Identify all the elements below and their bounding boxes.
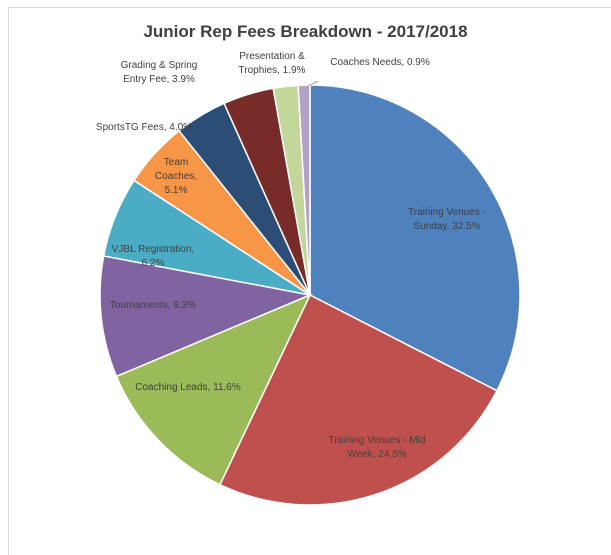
chart-title: Junior Rep Fees Breakdown - 2017/2018 [143, 22, 468, 41]
slice-label: VJBL Registration, 6.2% [112, 244, 194, 269]
slice-label: Coaches Needs, 0.9% [330, 57, 430, 68]
slice-label: Tournaments, 9.3% [110, 300, 196, 311]
leader-line [307, 80, 319, 87]
pie-slice [115, 293, 312, 486]
slice-label: Coaching Leads, 11.6% [135, 382, 241, 393]
pie-slice [309, 84, 521, 392]
slice-label: Team Coaches, 5.1% [155, 157, 197, 196]
pie-slice [99, 255, 313, 378]
slice-label: Grading & Spring Entry Fee, 3.9% [121, 60, 198, 85]
slice-label: Presentation & Trophies, 1.9% [239, 51, 306, 76]
slice-label: Training Venues -Sunday, 32.5% [408, 207, 486, 232]
slice-label: SportsTG Fees, 4.0% [96, 122, 192, 133]
slice-label: Training Venues - Mid Week, 24.5% [329, 435, 426, 460]
pie-slice [218, 293, 498, 506]
